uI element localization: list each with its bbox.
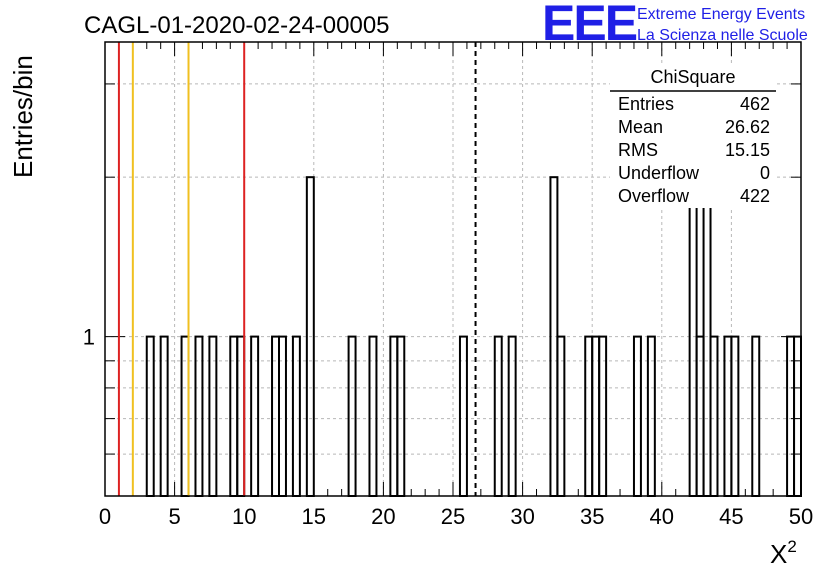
- x-tick-label: 35: [580, 504, 604, 529]
- stats-row-label: Mean: [618, 117, 663, 137]
- logo-letters: EEE: [542, 0, 637, 51]
- x-tick-label: 10: [232, 504, 256, 529]
- eee-logo: EEE Extreme Energy Events La Scienza nel…: [542, 0, 808, 51]
- stats-row-label: Underflow: [618, 163, 700, 183]
- stats-box: ChiSquare Entries 462 Mean 26.62 RMS 15.15 Und…: [610, 66, 776, 208]
- stats-background: [610, 66, 776, 208]
- stats-row-value: 0: [760, 163, 770, 183]
- stats-row-label: RMS: [618, 140, 658, 160]
- x-axis-label: X2: [770, 537, 797, 569]
- stats-row-label: Entries: [618, 94, 674, 114]
- x-tick-label: 20: [371, 504, 395, 529]
- stats-rows: Entries 462 Mean 26.62 RMS 15.15 Underflow 0 Ove…: [618, 94, 770, 206]
- x-tick-label: 40: [650, 504, 674, 529]
- y-axis-label: Entries/bin: [8, 55, 38, 178]
- chart-title: CAGL-01-2020-02-24-00005: [84, 12, 390, 39]
- logo-line-2: La Scienza nelle Scuole: [637, 27, 808, 44]
- x-tick-label: 30: [510, 504, 534, 529]
- x-tick-label: 15: [302, 504, 326, 529]
- x-tick-label: 45: [719, 504, 743, 529]
- x-tick-labels: 0 5 10 15 20 25 30 35 40 45 50: [99, 504, 813, 529]
- reference-lines: [117, 42, 477, 496]
- y-tick-label: 1: [83, 325, 95, 350]
- x-tick-label: 0: [99, 504, 111, 529]
- stats-row-value: 15.15: [725, 140, 770, 160]
- stats-row-value: 26.62: [725, 117, 770, 137]
- x-tick-label: 5: [168, 504, 180, 529]
- stats-row-label: Overflow: [618, 186, 690, 206]
- x-tick-label: 50: [789, 504, 813, 529]
- stats-row-value: 462: [740, 94, 770, 114]
- logo-line-1: Extreme Energy Events: [637, 6, 805, 23]
- plot-frame: [104, 41, 802, 497]
- stats-name: ChiSquare: [650, 67, 735, 87]
- stats-row-value: 422: [740, 186, 770, 206]
- x-tick-label: 25: [441, 504, 465, 529]
- y-tick-labels: 1: [83, 325, 95, 350]
